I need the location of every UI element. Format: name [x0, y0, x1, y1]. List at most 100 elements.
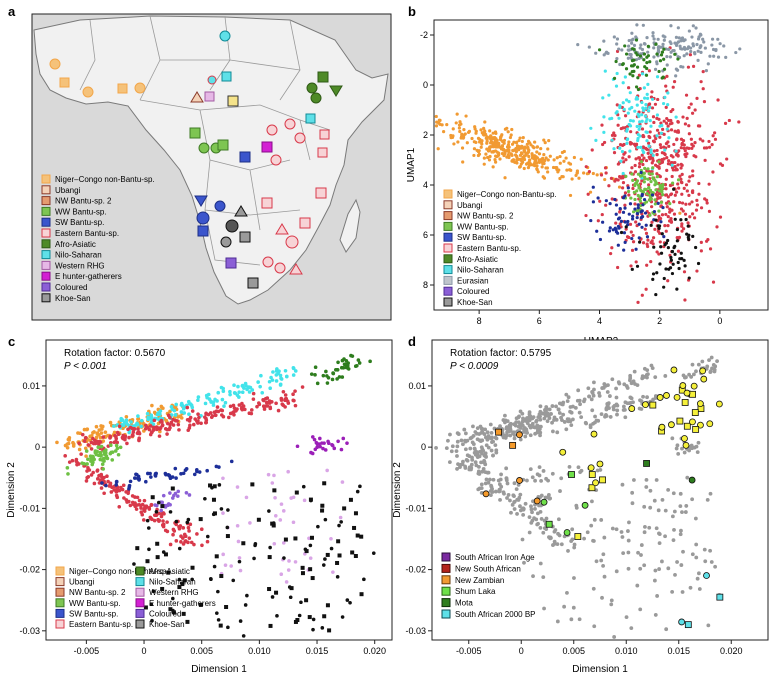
data-point: [546, 147, 550, 151]
x-tick-label: 0: [142, 646, 147, 656]
data-point: [655, 250, 659, 254]
data-point: [556, 517, 561, 522]
data-point: [119, 485, 123, 490]
legend-label: NW Bantu-sp. 2: [55, 197, 112, 206]
data-point: [99, 444, 104, 449]
data-point: [330, 442, 334, 447]
data-point: [649, 148, 653, 152]
p-value-c: P < 0.001: [64, 361, 107, 372]
data-point: [99, 431, 104, 435]
ancient-sample: [688, 476, 696, 484]
data-point: [667, 144, 671, 148]
data-point: [302, 498, 307, 503]
data-point: [652, 120, 656, 125]
data-point: [142, 498, 147, 503]
data-point: [168, 542, 173, 547]
data-point: [616, 265, 620, 270]
data-point: [147, 547, 151, 552]
legend-label: Ubangi: [457, 201, 483, 210]
data-point: [211, 497, 216, 502]
data-point: [616, 217, 621, 221]
data-point: [236, 539, 241, 544]
data-point: [573, 405, 578, 410]
data-point: [536, 170, 540, 174]
legend-label: E hunter-gatherers: [149, 599, 216, 608]
data-point: [471, 424, 475, 429]
data-point: [616, 162, 620, 166]
data-point: [666, 487, 671, 492]
data-point: [340, 480, 345, 484]
data-point: [266, 472, 271, 477]
data-point: [684, 93, 689, 97]
data-point: [675, 443, 680, 448]
data-point: [657, 541, 662, 546]
data-point: [479, 460, 483, 465]
data-point: [626, 529, 630, 533]
data-point: [664, 212, 668, 217]
data-point: [163, 471, 168, 476]
data-point: [249, 408, 254, 412]
data-point: [707, 358, 711, 362]
data-point: [150, 517, 154, 522]
data-point: [208, 411, 213, 415]
data-point: [699, 206, 704, 210]
data-point: [634, 260, 638, 264]
data-point: [631, 214, 635, 218]
scatter-d: [434, 355, 724, 639]
data-point: [256, 517, 261, 522]
data-point: [297, 613, 302, 618]
data-point: [591, 586, 596, 591]
data-point: [661, 127, 665, 132]
data-point: [665, 74, 669, 78]
data-point: [612, 150, 617, 155]
data-point: [293, 369, 298, 373]
data-point: [670, 249, 674, 254]
data-point: [273, 514, 278, 518]
data-point: [518, 409, 523, 414]
data-point: [695, 576, 700, 581]
data-point: [689, 49, 693, 54]
data-point: [654, 192, 658, 196]
data-point: [171, 527, 176, 532]
data-point: [687, 124, 691, 128]
data-point: [566, 395, 571, 400]
y-tick-label: -2: [420, 30, 428, 40]
data-point: [456, 432, 461, 436]
data-point: [620, 48, 624, 52]
data-point: [618, 146, 622, 150]
data-point: [187, 529, 191, 533]
data-point: [540, 165, 544, 169]
data-point: [674, 167, 679, 171]
data-point: [345, 441, 349, 445]
data-point: [157, 434, 162, 438]
data-point: [528, 467, 533, 472]
ancient-sample: [495, 428, 502, 436]
data-point: [171, 423, 176, 427]
data-point: [626, 550, 631, 555]
data-point: [621, 186, 625, 190]
data-point: [603, 69, 607, 73]
data-point: [525, 478, 529, 483]
data-point: [353, 364, 358, 369]
data-point: [522, 560, 526, 565]
y-tick-label: 6: [423, 230, 428, 240]
data-point: [226, 508, 230, 512]
data-point: [152, 418, 157, 423]
data-point: [521, 507, 526, 511]
data-point: [170, 486, 175, 491]
data-point: [143, 504, 147, 509]
data-point: [448, 432, 452, 437]
data-point: [268, 386, 273, 391]
ancient-sample: [696, 400, 704, 408]
data-point: [451, 127, 455, 131]
data-point: [470, 136, 474, 141]
ancient-sample: [596, 460, 604, 468]
data-point: [165, 427, 170, 432]
data-point: [272, 541, 277, 546]
data-point: [185, 619, 190, 624]
data-point: [645, 66, 649, 71]
data-point: [643, 114, 648, 118]
data-point: [368, 359, 372, 364]
ancient-sample: [568, 471, 575, 478]
legend-swatch: [41, 185, 51, 195]
